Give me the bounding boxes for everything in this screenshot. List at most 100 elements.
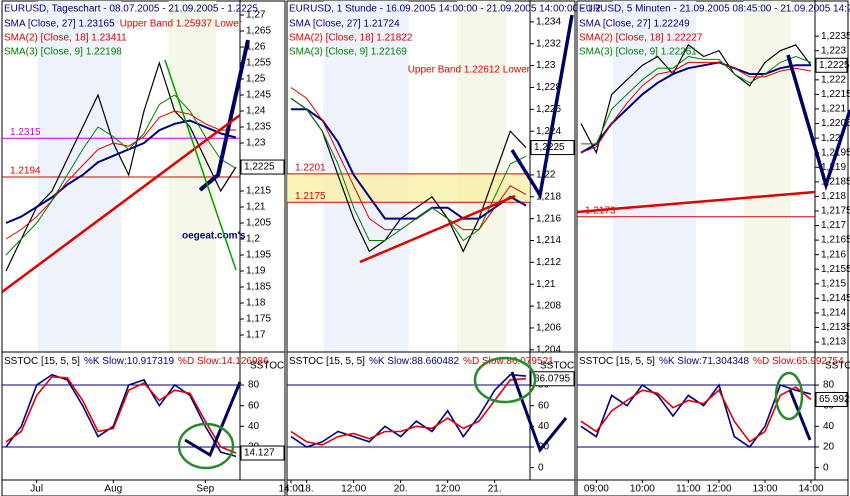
- y-tick-label: 1,23: [536, 60, 556, 71]
- trend-line: [576, 190, 816, 214]
- stoch-line: [5, 375, 237, 454]
- y-tick-label: 1,2155: [821, 264, 850, 275]
- price-line: [290, 97, 527, 253]
- y-tick-label: 1,2235: [821, 31, 850, 42]
- y-tick-label: 1,27: [246, 10, 266, 21]
- x-tick-label: 14:00: [278, 484, 303, 495]
- x-tick-label: 12:00: [706, 484, 731, 495]
- y-tick-label: 60: [248, 400, 260, 411]
- y-tick-label: 1,26: [246, 42, 266, 53]
- legend-entry: SMA(3) [Close, 9] 1.22169: [289, 47, 407, 58]
- highlight-ellipse: [774, 371, 804, 421]
- last-value-label: 14.127: [244, 448, 275, 459]
- x-tick-label: 10:00: [630, 484, 655, 495]
- y-tick-label: 1,255: [246, 58, 271, 69]
- stoch-label: SSTOC: [540, 361, 574, 372]
- legend-entry: %K Slow:71.304348: [659, 356, 750, 367]
- y-tick-label: 40: [538, 421, 550, 432]
- y-tick-label: 0: [823, 462, 829, 473]
- legend-entry: SMA(3) [Close, 9] 1.22261: [579, 47, 697, 58]
- y-tick-label: 1,214: [536, 235, 561, 246]
- y-tick-label: 1,204: [536, 344, 561, 355]
- y-tick-label: 1,219: [821, 162, 846, 173]
- y-tick-label: 1,18: [246, 298, 266, 309]
- y-tick-label: 1,221: [821, 104, 846, 115]
- horizontal-line-label: 1.2175: [295, 191, 326, 202]
- stoch-line: [290, 377, 527, 446]
- y-tick-label: 1,2205: [821, 118, 850, 129]
- trend-line: [359, 194, 516, 264]
- y-tick-label: 1,21: [536, 279, 556, 290]
- trend-line: [164, 59, 237, 271]
- y-tick-label: 1,226: [536, 104, 561, 115]
- x-tick-label: Sep: [196, 484, 214, 495]
- y-tick-label: 1,2135: [821, 322, 850, 333]
- y-tick-label: 1,228: [536, 82, 561, 93]
- chart-title: EURUSD, 5 Minuten - 21.09.2005 08:45:00 …: [579, 4, 850, 15]
- forecast-arrow: [510, 14, 574, 200]
- y-tick-label: 60: [538, 400, 550, 411]
- stoch-label: SSTOC: [825, 361, 850, 372]
- y-tick-label: 1,224: [536, 126, 561, 137]
- stoch-title-text: SSTOC [15, 5, 5]: [4, 356, 80, 367]
- horizontal-line-label: 1.2194: [10, 166, 41, 177]
- y-tick-label: 1,2: [246, 234, 260, 245]
- y-tick-label: 1,218: [821, 191, 846, 202]
- forecast-arrow: [788, 389, 812, 441]
- y-tick-label: 1,234: [536, 17, 561, 28]
- y-tick-label: 1,245: [246, 90, 271, 101]
- y-tick-label: 1,232: [536, 38, 561, 49]
- x-tick-label: 12:00: [435, 484, 460, 495]
- y-tick-label: 1,22: [821, 133, 841, 144]
- y-tick-label: 1,215: [246, 186, 271, 197]
- stoch-title-text: SSTOC [15, 5, 5]: [289, 356, 365, 367]
- stoch-line: [580, 383, 812, 449]
- y-tick-label: 1,25: [246, 74, 266, 85]
- y-tick-label: 1,265: [246, 26, 271, 37]
- band-shade: [612, 1, 696, 352]
- sma-line: [5, 94, 237, 256]
- y-tick-label: 1,213: [821, 337, 846, 348]
- legend-entry: SMA [Close, 27] 1.21724: [289, 19, 400, 30]
- sma-line: [581, 55, 812, 145]
- stoch-label: SSTOC: [250, 361, 284, 372]
- x-tick-label: Aug: [104, 484, 122, 495]
- x-tick-label: 18.: [300, 484, 314, 495]
- chart-title: EURUSD, Tageschart - 08.07.2005 - 21.09.…: [4, 4, 258, 15]
- x-tick-label: Jul: [30, 484, 43, 495]
- highlight-ellipse: [473, 356, 537, 404]
- y-tick-label: 1,2215: [821, 89, 850, 100]
- y-tick-label: 80: [248, 380, 260, 391]
- y-tick-label: 40: [248, 421, 260, 432]
- y-tick-label: 1,22: [536, 170, 556, 181]
- last-price-box: [240, 159, 285, 175]
- y-tick-label: 1,185: [246, 282, 271, 293]
- y-tick-label: 40: [823, 421, 835, 432]
- y-tick-label: 1,222: [821, 74, 846, 85]
- x-tick-label: 20.: [394, 484, 408, 495]
- legend-entry: SMA(3) [Close, 9] 1.22198: [4, 47, 122, 58]
- sma-line: [290, 97, 527, 242]
- y-tick-label: 1,17: [246, 330, 266, 341]
- last-value-label: 65.9928: [819, 394, 850, 405]
- legend-entry: %K Slow:88.660482: [369, 356, 460, 367]
- sma-line: [580, 61, 812, 154]
- y-tick-label: 1,2145: [821, 293, 850, 304]
- legend-entry: SMA [Close, 27] 1.22249: [579, 19, 690, 30]
- horizontal-line-label: 1.2315: [10, 127, 41, 138]
- last-value-box: [815, 391, 848, 407]
- y-tick-label: 1,206: [536, 323, 561, 334]
- x-tick-label: 12:00: [341, 484, 366, 495]
- stoch-line: [580, 386, 812, 443]
- forecast-arrow: [198, 39, 250, 192]
- y-tick-label: 1,175: [246, 314, 271, 325]
- last-price-label: 1,2225: [244, 162, 275, 173]
- x-tick-label: 09:00: [584, 484, 609, 495]
- stoch-line: [5, 373, 237, 458]
- stoch-title-text: SSTOC [15, 5, 5]: [579, 356, 655, 367]
- legend-entry: SMA(2) [Close, 18] 1.21822: [289, 33, 413, 44]
- x-tick-label: 13:00: [752, 484, 777, 495]
- x-tick-label: 14:00: [798, 484, 823, 495]
- x-axis-band: [576, 479, 849, 496]
